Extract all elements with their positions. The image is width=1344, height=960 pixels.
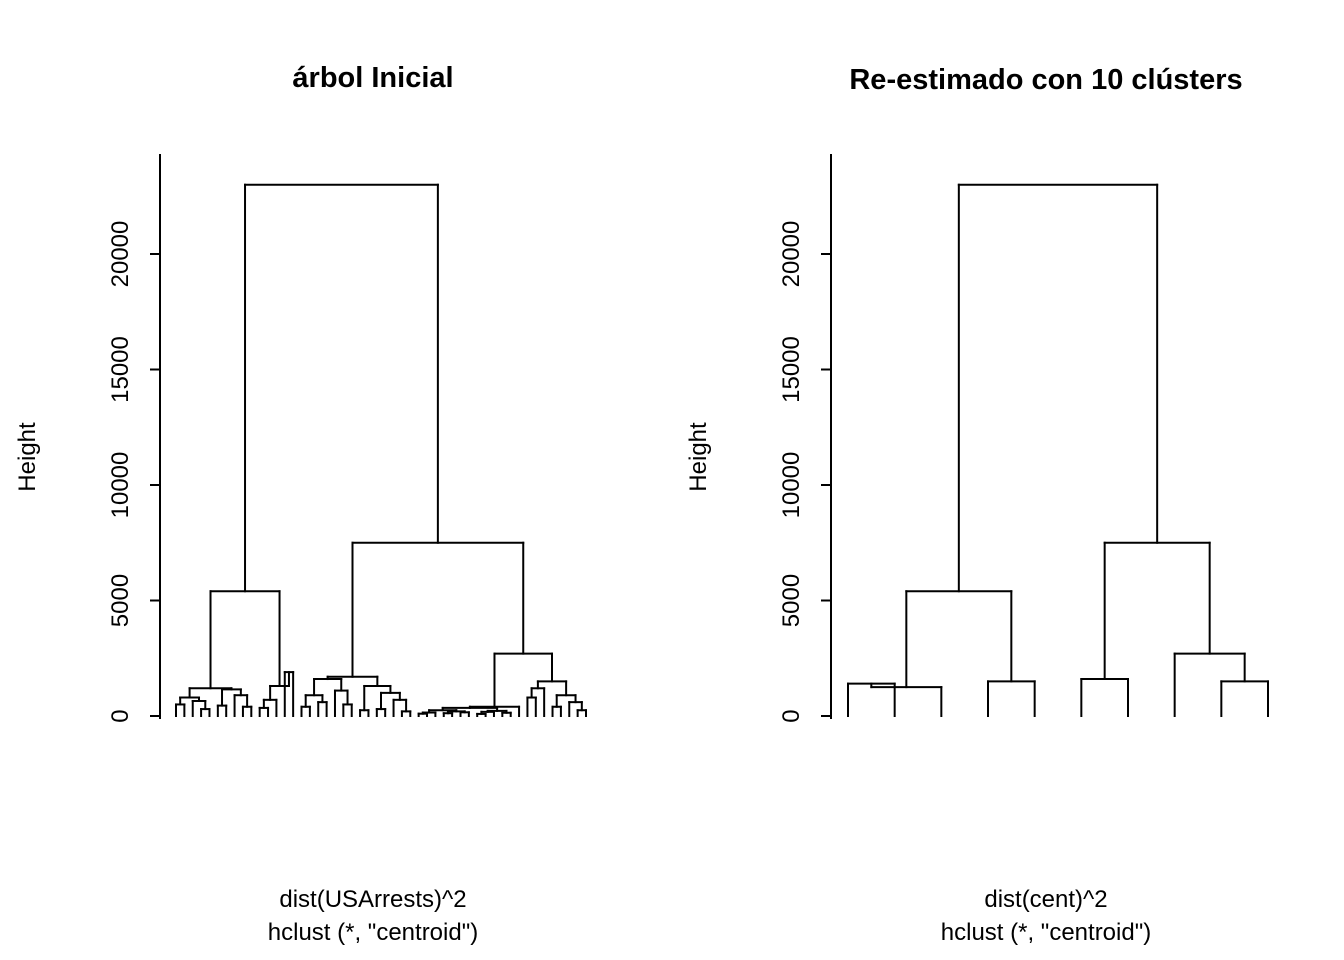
- y-tick-label: 10000: [778, 452, 805, 519]
- left-plot-title: árbol Inicial: [292, 62, 454, 94]
- y-tick-label: 20000: [778, 221, 805, 288]
- right-x-axis-label-line2: hclust (*, "centroid"): [940, 919, 1152, 946]
- left-y-axis-label: Height: [14, 422, 41, 492]
- left-x-axis-label-line1: dist(USArrests)^2: [279, 886, 467, 913]
- y-tick-label: 5000: [107, 574, 134, 627]
- y-tick-label: 5000: [778, 574, 805, 627]
- y-tick-label: 0: [107, 709, 134, 722]
- right-x-axis-label-line1: dist(cent)^2: [984, 886, 1108, 913]
- y-tick-label: 20000: [107, 221, 134, 288]
- y-tick-label: 15000: [107, 336, 134, 403]
- right-y-axis-label: Height: [685, 422, 712, 492]
- y-tick-label: 0: [778, 709, 805, 722]
- y-tick-label: 15000: [778, 336, 805, 403]
- right-plot-title: Re-estimado con 10 clústers: [849, 64, 1243, 96]
- left-x-axis-label-line2: hclust (*, "centroid"): [267, 919, 479, 946]
- y-tick-label: 10000: [107, 452, 134, 519]
